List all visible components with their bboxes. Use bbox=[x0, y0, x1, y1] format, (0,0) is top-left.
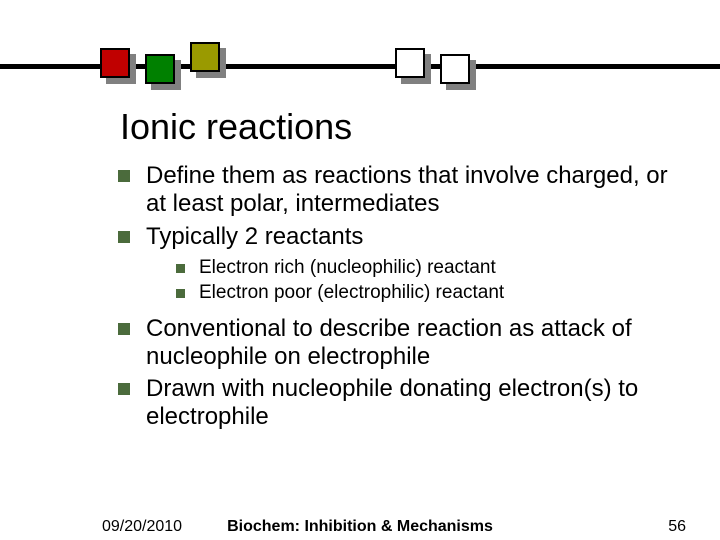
bullet-text: Conventional to describe reaction as att… bbox=[146, 315, 688, 372]
header-decoration bbox=[0, 42, 720, 92]
bullet-text: Typically 2 reactants bbox=[146, 223, 363, 251]
bullet-text: Electron rich (nucleophilic) reactant bbox=[199, 257, 496, 280]
slide-body: Define them as reactions that involve ch… bbox=[118, 162, 688, 436]
bullet-text: Electron poor (electrophilic) reactant bbox=[199, 282, 504, 305]
bullet-square-icon bbox=[118, 383, 130, 395]
bullet-text: Define them as reactions that involve ch… bbox=[146, 162, 688, 219]
bullet-square-icon bbox=[118, 231, 130, 243]
footer-page-number: 56 bbox=[668, 518, 686, 536]
decor-square-white-1 bbox=[395, 48, 425, 78]
bullet-square-icon bbox=[176, 289, 185, 298]
decor-square-yellow bbox=[190, 42, 220, 72]
bullet-item: Typically 2 reactants bbox=[118, 223, 688, 251]
bullet-item: Define them as reactions that involve ch… bbox=[118, 162, 688, 219]
slide-title: Ionic reactions bbox=[120, 106, 352, 148]
bullet-square-icon bbox=[118, 323, 130, 335]
footer-title: Biochem: Inhibition & Mechanisms bbox=[0, 518, 720, 536]
sub-bullet-item: Electron rich (nucleophilic) reactant bbox=[176, 257, 688, 280]
bullet-square-icon bbox=[176, 264, 185, 273]
decor-square-white-2 bbox=[440, 54, 470, 84]
bullet-item: Drawn with nucleophile donating electron… bbox=[118, 375, 688, 432]
sub-bullet-item: Electron poor (electrophilic) reactant bbox=[176, 282, 688, 305]
bullet-item: Conventional to describe reaction as att… bbox=[118, 315, 688, 372]
decor-square-red bbox=[100, 48, 130, 78]
bullet-square-icon bbox=[118, 170, 130, 182]
bullet-text: Drawn with nucleophile donating electron… bbox=[146, 375, 688, 432]
decor-square-green bbox=[145, 54, 175, 84]
